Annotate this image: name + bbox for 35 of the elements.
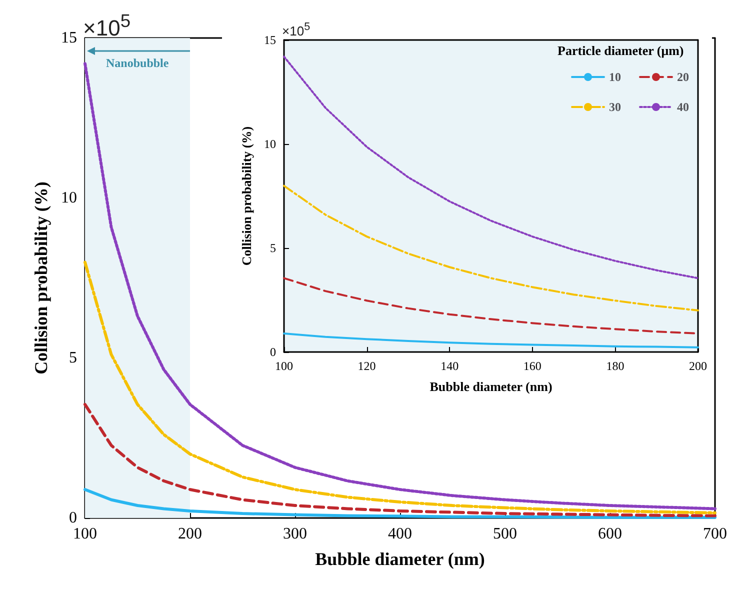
annotation: ×10$^{5}$ <box>83 10 131 42</box>
x-tick-label: 400 <box>388 526 412 542</box>
x-tick-label: 180 <box>606 359 624 373</box>
x-tick-label: 200 <box>689 359 707 373</box>
x-axis-title: Bubble diameter (nm) <box>315 549 485 569</box>
legend-title: Particle diameter (μm) <box>558 43 684 58</box>
annotation: ×10$^{5}$ <box>282 21 310 38</box>
line-series <box>283 332 699 348</box>
legend-label: 20 <box>677 70 689 84</box>
y-axis-title: Collision probability (%) <box>31 182 52 374</box>
y-tick-label: 15 <box>61 30 77 46</box>
legend-label: 30 <box>609 100 621 114</box>
y-tick-label: 10 <box>264 137 276 151</box>
y-tick-label: 5 <box>270 241 276 255</box>
x-tick-label: 100 <box>73 526 97 542</box>
x-tick-label: 300 <box>283 526 307 542</box>
y-tick-label: 0 <box>270 345 276 359</box>
x-tick-label: 700 <box>703 526 727 542</box>
x-tick-label: 100 <box>275 359 293 373</box>
x-axis-title: Bubble diameter (nm) <box>430 379 552 394</box>
y-tick-label: 10 <box>61 190 77 206</box>
x-tick-label: 200 <box>178 526 202 542</box>
x-tick-label: 500 <box>493 526 517 542</box>
x-tick-label: 140 <box>440 359 459 373</box>
y-tick-label: 0 <box>69 510 77 526</box>
annotation: Nanobubble <box>106 56 169 71</box>
legend-label: 40 <box>677 100 689 114</box>
x-tick-label: 120 <box>358 359 376 373</box>
line-series <box>283 184 699 312</box>
y-tick-label: 5 <box>69 350 77 366</box>
x-tick-label: 600 <box>598 526 622 542</box>
y-axis-title: Collision probability (%) <box>239 126 254 266</box>
x-tick-label: 160 <box>523 359 542 373</box>
y-tick-label: 15 <box>264 33 276 47</box>
legend-label: 10 <box>609 70 621 84</box>
